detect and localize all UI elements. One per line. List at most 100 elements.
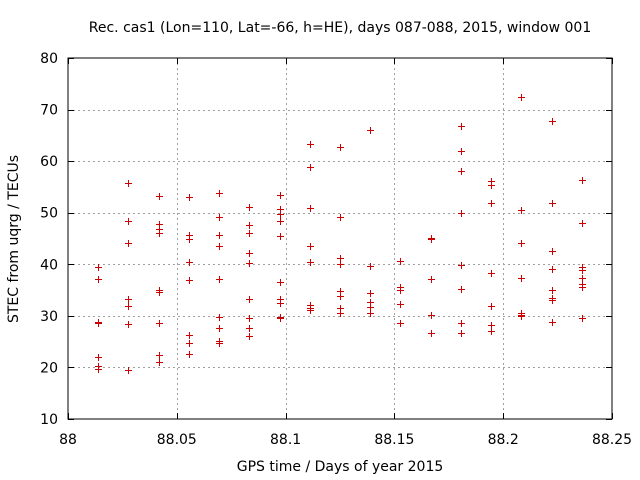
data-point [216, 276, 223, 283]
data-point [397, 301, 404, 308]
y-tick-labels: 10 20 30 40 50 60 70 80 [40, 51, 58, 428]
data-point [458, 330, 465, 337]
y-tick-label: 30 [40, 309, 58, 325]
data-point [579, 177, 586, 184]
data-points [95, 94, 586, 374]
data-point [488, 303, 495, 310]
data-point [307, 164, 314, 171]
data-point [156, 230, 163, 237]
data-point [277, 218, 284, 225]
y-tick-label: 70 [40, 103, 58, 119]
data-point [186, 351, 193, 358]
data-point [488, 200, 495, 207]
data-point [277, 211, 284, 218]
y-tick-label: 10 [40, 412, 58, 428]
data-point [125, 296, 132, 303]
data-point [277, 233, 284, 240]
data-point [156, 193, 163, 200]
data-point [216, 232, 223, 239]
data-point [367, 310, 374, 317]
data-point [186, 332, 193, 339]
data-point [549, 297, 556, 304]
data-point [125, 180, 132, 187]
data-point [428, 276, 435, 283]
data-point [216, 214, 223, 221]
data-point [125, 367, 132, 374]
data-point [95, 354, 102, 361]
y-axis-label: STEC from uqrg / TECUs [6, 155, 22, 323]
data-point [246, 222, 253, 229]
x-tick-label: 88.1 [270, 432, 301, 448]
data-point [397, 287, 404, 294]
data-point [125, 240, 132, 247]
data-point [579, 275, 586, 282]
data-point [518, 313, 525, 320]
data-point [125, 218, 132, 225]
data-point [488, 182, 495, 189]
data-point [367, 304, 374, 311]
data-point [277, 300, 284, 307]
data-point [246, 325, 253, 332]
data-point [246, 204, 253, 211]
data-point [518, 207, 525, 214]
x-tick-label: 88.15 [374, 432, 414, 448]
data-point [186, 259, 193, 266]
data-point [458, 123, 465, 130]
data-point [186, 277, 193, 284]
data-point [549, 319, 556, 326]
x-tick-label: 88 [59, 432, 77, 448]
data-point [367, 263, 374, 270]
data-point [458, 286, 465, 293]
data-point [186, 236, 193, 243]
data-point [458, 210, 465, 217]
data-point [246, 333, 253, 340]
data-point [458, 148, 465, 155]
data-point [549, 248, 556, 255]
data-point [579, 284, 586, 291]
data-point [156, 289, 163, 296]
data-point [95, 264, 102, 271]
data-point [579, 220, 586, 227]
data-point [397, 258, 404, 265]
data-point [95, 276, 102, 283]
data-point [428, 236, 435, 243]
data-point [518, 240, 525, 247]
data-point [458, 168, 465, 175]
data-point [216, 325, 223, 332]
data-point [428, 330, 435, 337]
x-tick-label: 88.05 [157, 432, 197, 448]
data-point [246, 296, 253, 303]
data-point [488, 270, 495, 277]
data-point [458, 320, 465, 327]
data-point [246, 315, 253, 322]
data-point [337, 255, 344, 262]
chart-title: Rec. cas1 (Lon=110, Lat=-66, h=HE), days… [89, 20, 591, 36]
grid-lines [68, 58, 612, 419]
data-point [367, 290, 374, 297]
data-point [428, 312, 435, 319]
data-point [277, 315, 284, 322]
data-point [337, 261, 344, 268]
y-tick-label: 40 [40, 257, 58, 273]
data-point [307, 141, 314, 148]
data-point [125, 321, 132, 328]
data-point [518, 275, 525, 282]
y-tick-label: 50 [40, 206, 58, 222]
data-point [549, 118, 556, 125]
data-point [186, 194, 193, 201]
y-tick-label: 20 [40, 360, 58, 376]
y-tick-label: 80 [40, 51, 58, 67]
data-point [488, 322, 495, 329]
data-point [246, 260, 253, 267]
data-point [579, 267, 586, 274]
data-point [156, 352, 163, 359]
x-axis-label: GPS time / Days of year 2015 [237, 459, 444, 475]
data-point [277, 192, 284, 199]
data-point [307, 259, 314, 266]
data-point [216, 340, 223, 347]
data-point [125, 303, 132, 310]
data-point [337, 144, 344, 151]
data-point [488, 328, 495, 335]
data-point [549, 266, 556, 273]
